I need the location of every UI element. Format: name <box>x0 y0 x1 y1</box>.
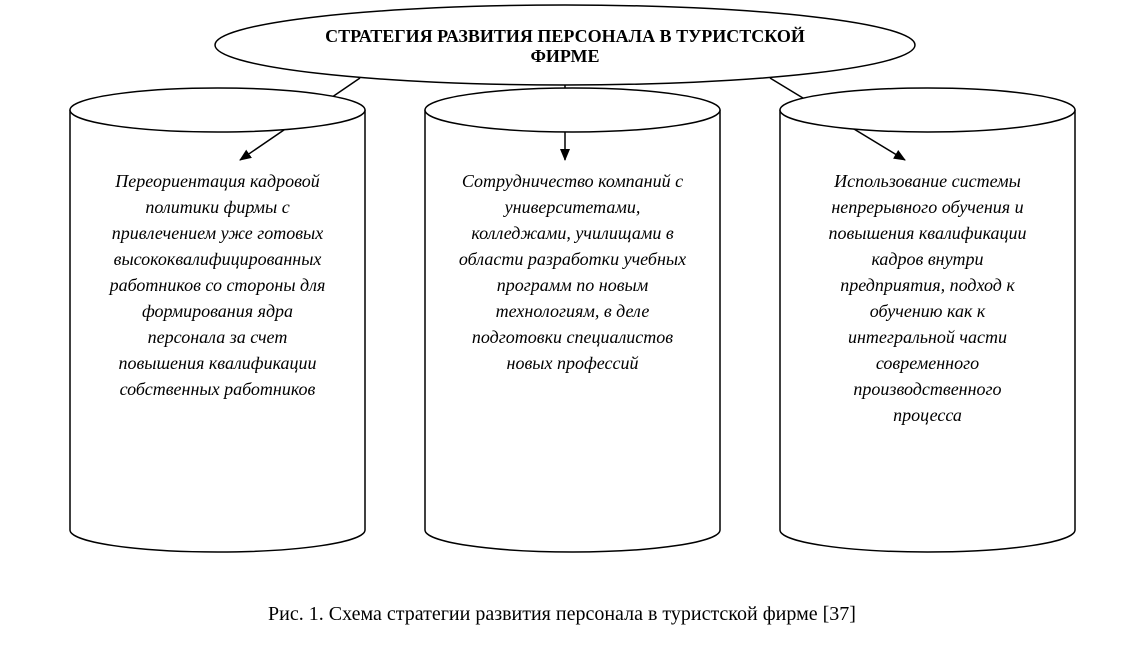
cylinder-1-line-6: формирования ядра <box>142 301 293 321</box>
strategy-diagram: СТРАТЕГИЯ РАЗВИТИЯ ПЕРСОНАЛА В ТУРИСТСКО… <box>0 0 1125 669</box>
cylinder-2-line-8: новых профессий <box>507 353 639 373</box>
cylinder-1-line-3: привлечением уже готовых <box>112 223 323 243</box>
cylinder-2-line-6: технологиям, в деле <box>496 301 650 321</box>
cylinder-3-line-7: интегральной части <box>848 327 1007 347</box>
cylinder-3-line-10: процесса <box>893 405 962 425</box>
cylinder-3-line-3: повышения квалификации <box>828 223 1026 243</box>
cylinder-1-line-8: повышения квалификации <box>118 353 316 373</box>
cylinders-group: Переориентация кадровой политики фирмы с п… <box>70 88 1075 552</box>
cylinder-1-line-9: собственных работников <box>120 379 316 399</box>
cylinder-3-line-1: Использование системы <box>833 171 1021 191</box>
cylinder-2-line-5: программ по новым <box>497 275 649 295</box>
cylinder-1-line-7: персонала за счет <box>148 327 288 347</box>
cylinder-2-line-3: колледжами, училищами в <box>471 223 674 243</box>
cylinder-1-line-4: высококвалифицированных <box>114 249 322 269</box>
cylinder-1-line-5: работников со стороны для <box>108 275 326 295</box>
cylinder-2: Сотрудничество компаний с университетами,… <box>425 88 720 552</box>
cylinder-3-line-5: предприятия, подход к <box>840 275 1015 295</box>
cylinder-3-line-6: обучению как к <box>870 301 986 321</box>
cylinder-1-line-2: политики фирмы с <box>145 197 289 217</box>
cylinder-3-line-4: кадров внутри <box>871 249 983 269</box>
cylinder-2-line-1: Сотрудничество компаний с <box>462 171 683 191</box>
cylinder-3: Использование системы непрерывного обучен… <box>780 88 1075 552</box>
cylinder-2-line-4: области разработки учебных <box>459 249 686 269</box>
cylinder-3-line-2: непрерывного обучения и <box>831 197 1023 217</box>
title-line1: СТРАТЕГИЯ РАЗВИТИЯ ПЕРСОНАЛА В ТУРИСТСКО… <box>325 25 805 46</box>
cylinder-3-line-8: современного <box>876 353 979 373</box>
title-line2: ФИРМЕ <box>530 46 599 66</box>
cylinder-1: Переориентация кадровой политики фирмы с п… <box>70 88 365 552</box>
cylinder-1-line-1: Переориентация кадровой <box>114 171 319 191</box>
cylinder-2-line-2: университетами, <box>503 197 641 217</box>
figure-caption: Рис. 1. Схема стратегии развития персона… <box>268 603 856 625</box>
cylinder-3-line-9: производственного <box>853 379 1001 399</box>
cylinder-2-line-7: подготовки специалистов <box>472 327 673 347</box>
